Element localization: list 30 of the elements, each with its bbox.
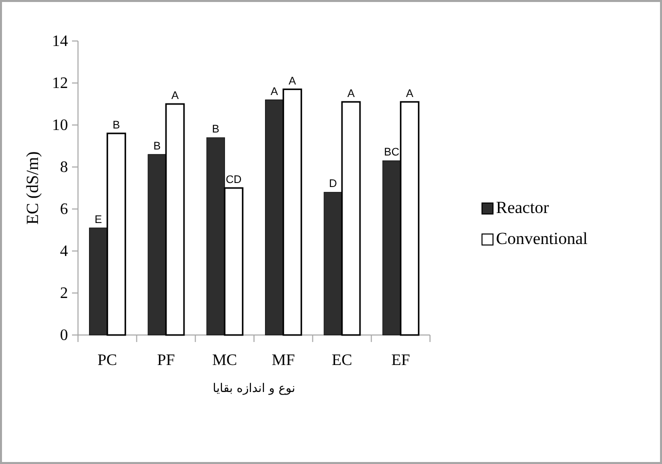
y-tick-label: 4 — [60, 243, 68, 260]
y-tick-label: 10 — [52, 117, 68, 134]
x-tick-label: EC — [332, 352, 352, 369]
data-label: B — [212, 124, 220, 136]
data-label: A — [171, 90, 180, 102]
data-label: B — [112, 119, 120, 132]
y-tick-label: 8 — [60, 159, 68, 176]
data-label: A — [406, 88, 414, 100]
x-tick-label: MC — [212, 352, 238, 369]
x-tick-label: EF — [391, 352, 410, 369]
y-tick-label: 12 — [52, 75, 68, 92]
data-label: CD — [226, 174, 242, 186]
y-tick-label: 0 — [60, 327, 68, 344]
data-label: D — [329, 178, 338, 190]
data-label: B — [153, 140, 161, 152]
data-label: E — [94, 214, 102, 226]
data-label: BC — [384, 146, 400, 159]
x-tick-label: PC — [98, 352, 118, 369]
legend-label: Conventional — [496, 229, 588, 248]
y-axis-title: EC (dS/m) — [23, 151, 42, 225]
data-label: A — [270, 86, 279, 98]
y-tick-label: 2 — [60, 285, 68, 302]
x-axis-title: نوع و اندازه بقایا — [212, 381, 296, 395]
x-tick-label: PF — [157, 352, 175, 369]
y-tick-label: 14 — [52, 33, 68, 50]
data-label: A — [347, 88, 356, 100]
legend-label: Reactor — [496, 198, 550, 217]
data-label: A — [288, 75, 297, 88]
x-tick-label: MF — [272, 352, 295, 369]
y-tick-label: 6 — [60, 201, 68, 218]
